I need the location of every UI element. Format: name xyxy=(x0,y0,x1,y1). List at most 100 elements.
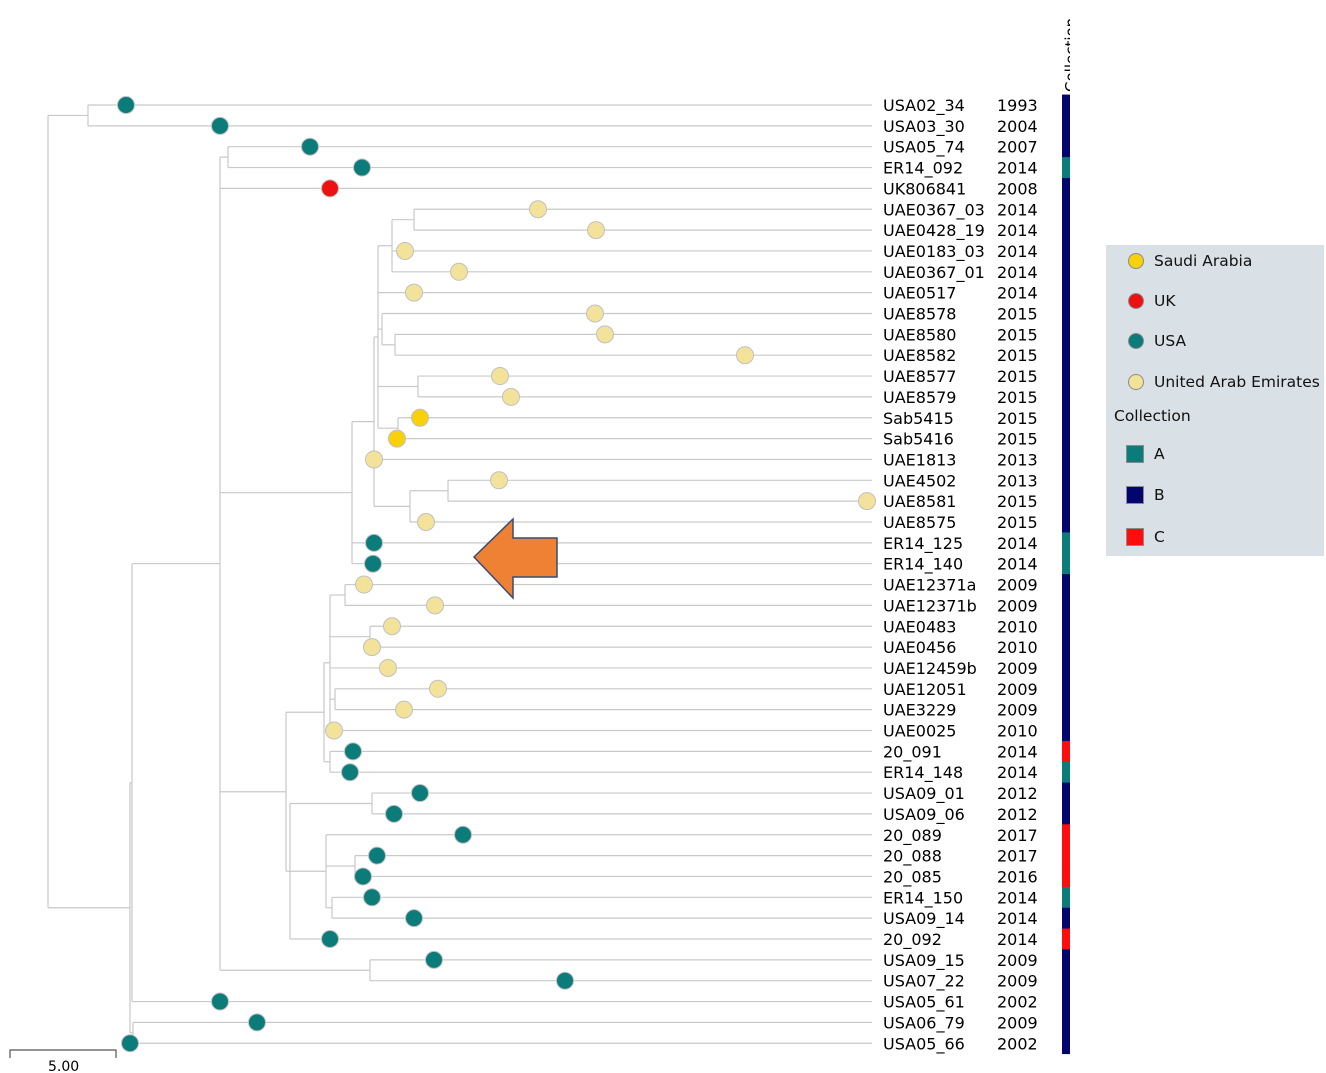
legend-item-saudi-arabia: Saudi Arabia xyxy=(1106,249,1252,273)
leaf-year: 2013 xyxy=(997,450,1038,469)
leaf-label: UAE0517 xyxy=(883,284,956,303)
collection-bar-cell xyxy=(1062,136,1070,158)
collection-bar-cell xyxy=(1062,824,1070,846)
leaf-label: UAE4502 xyxy=(883,471,956,490)
tip-dot-uae xyxy=(383,617,401,636)
leaf-label: USA09_14 xyxy=(883,909,965,929)
tip-dot-sa xyxy=(388,429,406,448)
leaf-label: USA09_06 xyxy=(883,805,965,825)
leaf-year: 2017 xyxy=(997,826,1038,845)
leaf-label: UAE8582 xyxy=(883,346,956,365)
tip-dot-usa xyxy=(454,825,472,844)
tip-dot-uae xyxy=(417,513,435,531)
leaf-label: UAE0483 xyxy=(883,617,956,636)
collection-bar-cell xyxy=(1062,740,1070,763)
leaf-label: UAE12051 xyxy=(883,680,967,699)
collection-bar-cell xyxy=(1062,803,1070,825)
leaf-year: 2014 xyxy=(997,242,1038,261)
collection-bar-cell xyxy=(1062,323,1070,346)
tip-dot-usa xyxy=(301,137,319,156)
collection-bar-cell xyxy=(1062,1011,1070,1034)
tip-dot-usa xyxy=(121,1034,139,1053)
legend-swatch-usa xyxy=(1128,333,1144,349)
collection-bar-cell xyxy=(1062,303,1070,325)
leaf-label: UAE12371a xyxy=(883,576,976,595)
legend-collection-title: Collection xyxy=(1114,407,1191,425)
leaf-year: 2015 xyxy=(997,409,1038,428)
collection-bar-cell xyxy=(1062,386,1070,408)
collection-bar-cell xyxy=(1062,344,1070,367)
leaf-year: 2009 xyxy=(997,596,1038,615)
leaf-label: UAE0025 xyxy=(883,722,956,741)
leaf-year: 2002 xyxy=(997,993,1038,1012)
leaf-label: UAE8575 xyxy=(883,513,956,532)
legend-label: B xyxy=(1154,486,1165,504)
leaf-label: USA09_15 xyxy=(883,951,965,971)
leaf-year: 2009 xyxy=(997,701,1038,720)
leaf-year: 2015 xyxy=(997,492,1038,511)
collection-bar-cell xyxy=(1062,219,1070,241)
collection-column-header: Collection xyxy=(1062,18,1070,92)
collection-bar-cell xyxy=(1062,282,1070,304)
tip-dot-usa xyxy=(425,950,443,969)
leaf-label: UAE8579 xyxy=(883,388,956,407)
tip-dot-uae xyxy=(363,638,381,657)
leaf-label: UAE8578 xyxy=(883,305,956,324)
tip-dot-uae xyxy=(502,387,520,406)
legend-swatch-collection-b xyxy=(1126,486,1144,504)
collection-bar-cell xyxy=(1062,636,1070,658)
collection-bar-cell xyxy=(1062,761,1070,784)
tip-dot-uae xyxy=(490,471,508,490)
leaf-year: 2009 xyxy=(997,1013,1038,1032)
legend-swatch-uae xyxy=(1128,374,1144,390)
leaf-year: 2010 xyxy=(997,617,1038,636)
leaf-label: UK806841 xyxy=(883,179,966,198)
tip-dot-uk xyxy=(321,179,339,198)
leaf-year: 2009 xyxy=(997,576,1038,595)
tip-dot-usa xyxy=(368,846,386,865)
leaf-label: UAE12459b xyxy=(883,659,977,678)
tip-dot-uae xyxy=(405,283,423,302)
collection-bar-cell xyxy=(1062,115,1070,137)
collection-bar-cell xyxy=(1062,94,1070,116)
collection-bar-cell xyxy=(1062,782,1070,804)
legend-swatch-saudi-arabia xyxy=(1128,253,1144,269)
tip-dot-uae xyxy=(529,200,547,219)
tip-dot-uae xyxy=(596,325,614,344)
leaf-year: 2014 xyxy=(997,284,1038,303)
leaf-label: UAE3229 xyxy=(883,701,956,720)
leaf-year: 2014 xyxy=(997,742,1038,761)
legend-label: A xyxy=(1154,445,1165,463)
leaf-label: ER14_125 xyxy=(883,534,963,554)
leaf-year: 2009 xyxy=(997,680,1038,699)
leaf-label: UAE1813 xyxy=(883,450,956,469)
leaf-label: UAE0183_03 xyxy=(883,242,985,262)
tip-dot-uae xyxy=(379,658,397,677)
collection-bar-cell xyxy=(1062,949,1070,971)
leaf-year: 2010 xyxy=(997,638,1038,657)
tip-dot-usa xyxy=(411,784,429,803)
collection-bar-cell xyxy=(1062,991,1070,1013)
tip-dot-usa xyxy=(365,533,383,552)
collection-bar-cell xyxy=(1062,907,1070,929)
tip-dot-uae xyxy=(450,262,468,281)
leaf-year: 2015 xyxy=(997,346,1038,365)
collection-bar-cell xyxy=(1062,490,1070,512)
tip-dot-usa xyxy=(405,909,423,928)
leaf-label: ER14_150 xyxy=(883,888,963,908)
collection-bar-cell xyxy=(1062,469,1070,492)
legend-panel: Saudi Arabia UK USA United Arab Emirates… xyxy=(1106,245,1324,556)
tip-dot-usa xyxy=(354,867,372,886)
collection-bar-cell xyxy=(1062,449,1070,471)
collection-bar-cell xyxy=(1062,157,1070,179)
collection-bar-cell xyxy=(1062,886,1070,909)
leaf-label: USA02_34 xyxy=(883,96,965,116)
leaf-label: 20_091 xyxy=(883,742,942,762)
leaf-year: 2015 xyxy=(997,513,1038,532)
leaf-year: 2014 xyxy=(997,534,1038,553)
leaf-year: 2004 xyxy=(997,117,1038,136)
collection-bar-cell xyxy=(1062,657,1070,679)
scale-bar-label: 5.00 xyxy=(48,1059,79,1073)
tip-dot-usa xyxy=(364,554,382,573)
legend-label: UK xyxy=(1154,292,1176,310)
